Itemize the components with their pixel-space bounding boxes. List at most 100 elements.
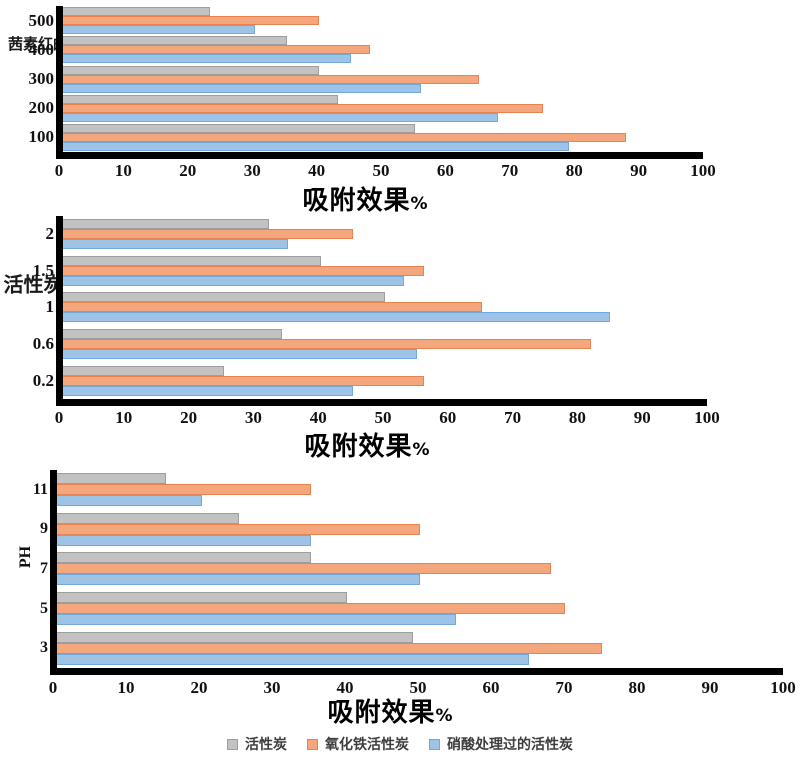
- x-tick-label: 70: [501, 161, 519, 180]
- bar-gray: [63, 329, 282, 340]
- y-tick-label: 3: [40, 639, 48, 657]
- bar-blue: [57, 495, 203, 507]
- x-axis-title: 吸附效果%: [42, 180, 689, 217]
- bar-blue: [63, 239, 289, 250]
- y-tick-label: 5: [40, 599, 48, 617]
- bar-blue: [63, 349, 418, 360]
- bar-blue: [63, 83, 422, 93]
- percent-sign: %: [410, 194, 429, 214]
- legend-item: 氧化铁活性炭: [307, 734, 409, 754]
- x-tick-label: 70: [504, 408, 522, 427]
- x-tick-label: 10: [117, 678, 135, 697]
- legend-label: 氧化铁活性炭: [325, 737, 409, 753]
- bar-gray: [63, 123, 415, 133]
- bar-blue: [63, 112, 499, 122]
- bar-orange: [63, 229, 353, 240]
- bar-group: [63, 216, 707, 253]
- x-tick-label: 80: [628, 678, 646, 697]
- x-tick-label: 80: [568, 408, 586, 427]
- bar-gray: [63, 36, 287, 46]
- x-tick-label: 90: [701, 678, 719, 697]
- bar-blue: [63, 141, 569, 151]
- x-tick-label: 20: [179, 161, 197, 180]
- bar-orange: [63, 339, 592, 350]
- legend-swatch-orange: [307, 738, 318, 750]
- y-tick-label: 400: [28, 39, 55, 59]
- x-tick-label: 40: [308, 161, 326, 180]
- x-tick-label: 50: [374, 408, 392, 427]
- y-tick-label: 300: [28, 69, 55, 88]
- x-tick-label: 40: [309, 408, 327, 427]
- x-tick-label: 80: [565, 161, 583, 180]
- bar-group: [63, 123, 703, 152]
- x-tick-label: 20: [180, 408, 198, 427]
- percent-sign: %: [435, 706, 454, 726]
- y-tick-label: 200: [28, 98, 55, 118]
- x-tick-label: 0: [48, 678, 58, 697]
- bar-blue: [63, 54, 351, 64]
- bar-group: [63, 94, 703, 123]
- bar-group: [63, 326, 707, 363]
- bar-blue: [57, 574, 420, 586]
- y-tick-label: 1: [45, 297, 55, 317]
- plot-area: [56, 6, 703, 159]
- bar-blue: [57, 614, 457, 626]
- plot-area: [56, 216, 707, 406]
- y-tick-label: 1.5: [32, 260, 54, 280]
- y-tick-label: 100: [28, 127, 55, 147]
- y-tick-label: 500: [28, 10, 55, 30]
- x-tick-label: 10: [114, 161, 132, 180]
- bar-group: [63, 289, 707, 326]
- bar-group: [57, 510, 783, 550]
- bar-orange: [63, 302, 482, 313]
- x-axis-title: 吸附效果%: [42, 426, 693, 463]
- bar-gray: [57, 512, 239, 524]
- x-tick-label: 0: [54, 161, 64, 180]
- bar-group: [57, 589, 783, 629]
- legend-item: 硝酸处理过的活性炭: [429, 734, 573, 754]
- x-tick-label: 60: [482, 678, 500, 697]
- x-tick-label: 90: [630, 161, 648, 180]
- bar-blue: [63, 312, 611, 323]
- bar-gray: [57, 592, 348, 604]
- bar-orange: [63, 74, 479, 84]
- plot-area: [50, 470, 783, 675]
- x-tick-label: 100: [690, 161, 716, 180]
- bar-gray: [63, 65, 319, 75]
- x-tick-label: 50: [372, 161, 390, 180]
- legend-swatch-blue: [429, 738, 440, 750]
- bar-orange: [57, 642, 602, 654]
- bar-blue: [57, 653, 529, 665]
- x-tick-label: 20: [190, 678, 208, 697]
- y-axis-labels: 500 400 300 200 100: [16, 6, 55, 152]
- percent-sign: %: [412, 440, 431, 460]
- bar-orange: [57, 603, 566, 615]
- bar-group: [57, 628, 783, 668]
- x-tick-label: 30: [263, 678, 281, 697]
- legend-label: 硝酸处理过的活性炭: [447, 737, 573, 753]
- bar-gray: [63, 94, 339, 104]
- x-axis-ticks: 0 10 20 30 40 50 60 70 80 90 100: [55, 161, 716, 181]
- bar-group: [63, 6, 703, 35]
- y-axis-labels: 11 9 7 5 3: [14, 470, 48, 668]
- x-axis-title-text: 吸附效果: [327, 698, 436, 728]
- x-axis-title: 吸附效果%: [24, 692, 757, 729]
- bar-gray: [57, 552, 312, 564]
- x-tick-label: 0: [54, 408, 64, 427]
- x-tick-label: 100: [770, 678, 796, 697]
- bar-gray: [63, 255, 321, 266]
- bar-orange: [63, 45, 371, 55]
- y-tick-label: 11: [32, 480, 48, 498]
- x-axis-title-text: 吸附效果: [304, 432, 413, 462]
- bar-orange: [63, 132, 627, 142]
- bar-blue: [57, 534, 312, 546]
- x-tick-label: 60: [439, 408, 457, 427]
- bar-gray: [63, 292, 385, 303]
- legend-swatch-gray: [227, 738, 238, 750]
- bar-orange: [63, 16, 319, 26]
- bar-orange: [57, 563, 551, 575]
- x-tick-label: 100: [694, 408, 720, 427]
- x-tick-label: 30: [244, 408, 262, 427]
- bar-orange: [63, 375, 424, 386]
- bar-blue: [63, 275, 405, 286]
